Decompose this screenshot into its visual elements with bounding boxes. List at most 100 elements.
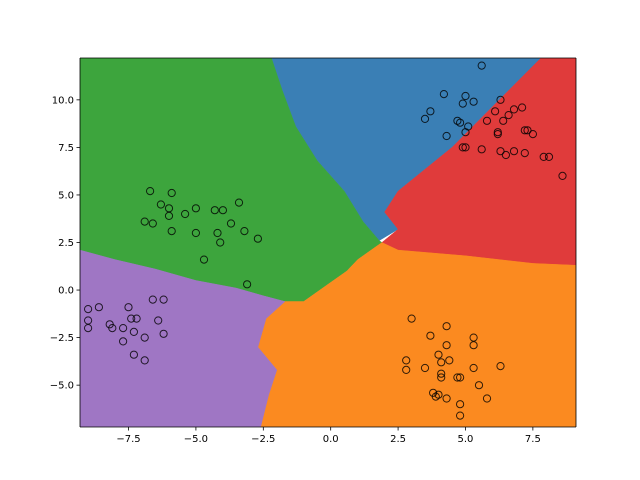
- data-point: [477, 145, 486, 154]
- y-tick-label: 0.0: [58, 286, 74, 297]
- data-point: [493, 130, 502, 139]
- x-tick-label: 2.5: [390, 434, 406, 445]
- data-point: [108, 324, 117, 333]
- data-point: [458, 99, 467, 108]
- data-point: [453, 116, 462, 125]
- x-tick-label: −2.5: [251, 434, 275, 445]
- data-point: [148, 295, 157, 304]
- data-point: [523, 126, 532, 135]
- data-point: [164, 211, 174, 220]
- x-tick-label: 7.5: [525, 434, 541, 445]
- x-tick-label: −5.0: [184, 434, 208, 445]
- data-point: [407, 314, 416, 323]
- decision-regions: [80, 58, 576, 427]
- data-point: [94, 303, 104, 312]
- data-point: [181, 209, 190, 219]
- data-point: [199, 255, 209, 264]
- y-tick-label: 10.0: [52, 95, 74, 106]
- x-tick-label: 0.0: [323, 434, 339, 445]
- data-point: [191, 204, 200, 213]
- data-point: [482, 116, 492, 125]
- data-point: [456, 373, 465, 382]
- data-point: [464, 122, 473, 131]
- data-point: [420, 363, 430, 373]
- data-point: [439, 90, 448, 99]
- data-point: [469, 97, 478, 106]
- data-point: [456, 411, 465, 420]
- data-point: [469, 341, 478, 350]
- data-point: [445, 356, 454, 365]
- y-tick-label: 7.5: [58, 143, 74, 154]
- data-point: [509, 147, 519, 156]
- data-point: [159, 295, 168, 304]
- data-point: [140, 356, 149, 365]
- data-point: [504, 111, 513, 120]
- x-tick-label: −7.5: [116, 434, 140, 445]
- data-point: [437, 373, 446, 382]
- data-point: [434, 390, 443, 399]
- data-point: [191, 228, 200, 238]
- region-purple: [80, 249, 286, 427]
- data-point: [501, 150, 510, 160]
- data-point: [167, 188, 176, 198]
- data-point: [469, 363, 478, 373]
- data-point: [127, 314, 136, 323]
- data-point: [84, 305, 93, 314]
- data-point: [426, 331, 435, 340]
- data-point: [558, 171, 567, 180]
- y-tick-label: −2.5: [50, 333, 74, 344]
- data-point: [216, 238, 225, 247]
- x-tick-label: 5.0: [458, 434, 474, 445]
- data-point: [156, 200, 165, 209]
- data-point: [496, 95, 505, 104]
- data-point: [124, 303, 133, 312]
- data-point: [119, 337, 128, 346]
- data-point: [458, 143, 467, 152]
- data-point: [402, 365, 411, 374]
- data-point: [434, 350, 443, 359]
- data-point: [496, 147, 505, 156]
- plot-frame: [79, 57, 577, 428]
- data-point: [431, 392, 440, 401]
- data-point: [226, 219, 236, 228]
- y-tick-label: 5.0: [58, 190, 74, 201]
- data-point: [442, 341, 451, 350]
- data-point: [148, 219, 157, 228]
- data-point: [167, 227, 176, 236]
- data-point: [420, 114, 430, 124]
- data-point: [234, 198, 244, 207]
- data-point: [129, 327, 138, 336]
- data-point: [426, 107, 435, 116]
- data-point: [218, 206, 227, 215]
- data-point: [84, 324, 93, 333]
- data-point: [442, 394, 451, 403]
- data-point: [442, 131, 451, 141]
- data-point: [491, 107, 500, 116]
- data-point: [518, 103, 527, 112]
- data-point: [461, 143, 470, 152]
- y-tick-label: 2.5: [58, 238, 74, 249]
- data-point: [140, 333, 149, 342]
- data-point: [453, 373, 462, 382]
- data-point: [132, 314, 141, 323]
- data-point: [477, 61, 486, 70]
- data-point: [496, 362, 505, 371]
- data-point: [119, 324, 128, 333]
- data-point: [520, 149, 529, 158]
- data-point: [437, 358, 446, 367]
- data-point: [402, 356, 411, 365]
- x-axis-ticks: −7.5 −5.0 −2.5 0.0 2.5 5.0 7.5: [116, 427, 541, 445]
- data-point: [499, 116, 508, 125]
- data-points: [84, 61, 567, 420]
- data-point: [509, 105, 519, 114]
- data-point: [456, 400, 465, 409]
- y-axis-ticks: −5.0 −2.5 0.0 2.5 5.0 7.5 10.0: [50, 95, 80, 392]
- data-point: [210, 206, 219, 215]
- data-point: [243, 280, 252, 289]
- data-point: [544, 152, 554, 161]
- data-point: [482, 394, 492, 403]
- data-point: [146, 187, 155, 196]
- data-point: [240, 227, 249, 236]
- data-point: [528, 130, 538, 139]
